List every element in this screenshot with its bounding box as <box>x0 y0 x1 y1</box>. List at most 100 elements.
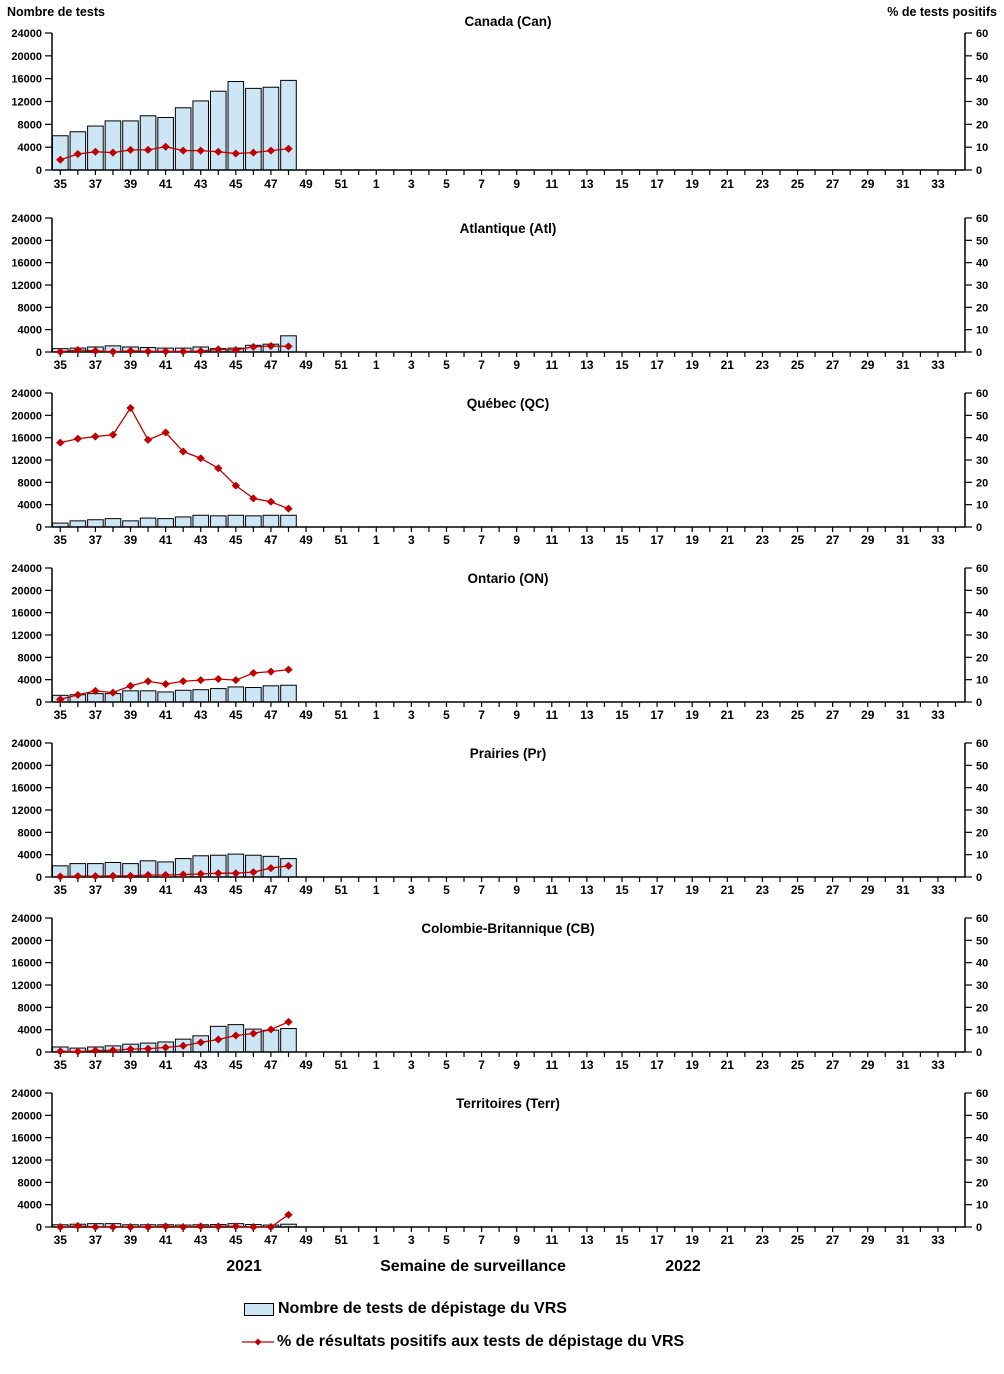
right-tick-label: 20 <box>976 827 988 839</box>
chart-panel-territoires: Territoires (Terr) 0 0 4000 10 8000 20 12000 30 1… <box>11 1088 988 1247</box>
x-tick-label: 49 <box>299 1058 313 1072</box>
x-tick-label: 51 <box>334 1058 348 1072</box>
x-tick-label: 35 <box>54 1058 68 1072</box>
positivity-point-week-37 <box>91 432 100 441</box>
right-tick-label: 40 <box>976 258 988 270</box>
x-tick-label: 7 <box>478 1058 485 1072</box>
bar-week-42 <box>174 689 192 703</box>
x-tick-label: 19 <box>686 1058 700 1072</box>
right-tick-label: 40 <box>976 608 988 620</box>
positivity-point-week-47 <box>266 1025 276 1034</box>
x-tick-label: 23 <box>756 708 770 722</box>
x-tick-label: 27 <box>826 358 840 372</box>
positivity-point-week-45 <box>231 869 241 878</box>
positivity-point-week-41 <box>161 1043 170 1052</box>
left-tick-label: 12000 <box>11 1155 42 1167</box>
x-tick-label: 35 <box>54 1233 68 1247</box>
left-tick-label: 12000 <box>11 280 42 292</box>
right-tick-label: 10 <box>976 325 988 337</box>
positivity-point-week-44 <box>214 345 223 354</box>
x-tick-label: 49 <box>299 1233 313 1247</box>
bar-week-39 <box>122 690 139 703</box>
bar-week-45 <box>227 514 245 528</box>
positivity-point-week-39 <box>126 681 135 690</box>
positivity-point-week-37 <box>91 147 100 156</box>
right-tick-label: 10 <box>976 1025 988 1037</box>
x-tick-label: 15 <box>615 883 629 897</box>
x-tick-label: 27 <box>826 533 840 547</box>
x-tick-label: 49 <box>299 533 313 547</box>
x-tick-label: 7 <box>478 1233 485 1247</box>
x-tick-label: 47 <box>264 177 278 191</box>
positivity-point-week-41 <box>161 1222 170 1231</box>
x-tick-label: 27 <box>826 883 840 897</box>
positivity-point-week-45 <box>231 345 241 354</box>
bar-week-40 <box>139 115 157 171</box>
positivity-point-week-36 <box>73 1047 83 1056</box>
left-tick-label: 8000 <box>18 1002 42 1014</box>
x-tick-label: 31 <box>896 1058 910 1072</box>
x-tick-label: 37 <box>89 358 103 372</box>
positivity-point-week-48 <box>284 1210 293 1219</box>
bar-week-44 <box>209 90 227 171</box>
chart-panel-prairies: Prairies (Pr) 0 0 4000 10 8000 20 12000 30 16000 4… <box>11 738 988 897</box>
x-tick-label: 29 <box>861 1058 875 1072</box>
positivity-point-week-40 <box>143 1223 153 1231</box>
left-tick-label: 16000 <box>11 1133 42 1145</box>
bar-week-47 <box>262 514 280 528</box>
left-tick-label: 4000 <box>18 325 42 337</box>
x-tick-label: 31 <box>896 708 910 722</box>
x-tick-label: 25 <box>791 883 805 897</box>
x-tick-label: 39 <box>124 1233 138 1247</box>
positivity-point-week-47 <box>266 667 276 676</box>
x-tick-label: 45 <box>229 358 243 372</box>
x-tick-label: 41 <box>159 533 173 547</box>
right-tick-label: 60 <box>976 913 988 925</box>
left-tick-label: 20000 <box>11 51 42 63</box>
x-tick-label: 5 <box>443 708 450 722</box>
left-tick-label: 24000 <box>11 738 42 750</box>
bar-week-35 <box>52 135 69 171</box>
figure-footer: 2021 Semaine de surveillance 2022 Nombre… <box>0 1250 1004 1374</box>
x-tick-label: 21 <box>721 533 735 547</box>
right-tick-label: 60 <box>976 388 988 400</box>
bar-week-40 <box>139 690 157 703</box>
positivity-point-week-43 <box>196 676 205 685</box>
positivity-point-week-38 <box>108 871 118 880</box>
positivity-line <box>60 406 289 510</box>
bar-week-38 <box>104 518 122 528</box>
positivity-point-week-47 <box>266 341 276 350</box>
positivity-point-week-38 <box>108 688 118 697</box>
left-tick-label: 16000 <box>11 258 42 270</box>
x-tick-label: 41 <box>159 1233 173 1247</box>
x-tick-label: 33 <box>931 177 945 191</box>
right-tick-label: 10 <box>976 142 988 154</box>
x-tick-label: 11 <box>545 533 558 547</box>
panel-title: Colombie-Britannique (CB) <box>421 921 594 936</box>
x-tick-label: 17 <box>650 177 664 191</box>
positivity-point-week-48 <box>284 1017 293 1026</box>
x-tick-label: 7 <box>478 708 485 722</box>
x-tick-label: 43 <box>194 533 208 547</box>
positivity-point-week-47 <box>266 1223 276 1231</box>
right-tick-label: 20 <box>976 119 988 131</box>
x-tick-label: 39 <box>124 708 138 722</box>
left-tick-label: 20000 <box>11 410 42 422</box>
x-tick-label: 41 <box>159 708 173 722</box>
legend-bar-swatch-icon <box>244 1302 274 1316</box>
chart-panel-ontario: Ontario (ON) 0 0 4000 10 8000 20 12000 30 16000 40… <box>11 563 988 722</box>
x-tick-label: 27 <box>826 1058 840 1072</box>
right-tick-label: 30 <box>976 1155 988 1167</box>
x-tick-label: 23 <box>756 358 770 372</box>
left-tick-label: 0 <box>36 522 42 534</box>
x-tick-label: 1 <box>373 1058 380 1072</box>
positivity-point-week-44 <box>214 1222 223 1231</box>
right-tick-label: 10 <box>976 1200 988 1212</box>
bar-week-44 <box>209 515 227 528</box>
x-tick-label: 25 <box>791 1058 805 1072</box>
right-tick-label: 40 <box>976 783 988 795</box>
right-tick-label: 30 <box>976 455 988 467</box>
x-tick-label: 39 <box>124 1058 138 1072</box>
x-tick-label: 33 <box>931 883 945 897</box>
